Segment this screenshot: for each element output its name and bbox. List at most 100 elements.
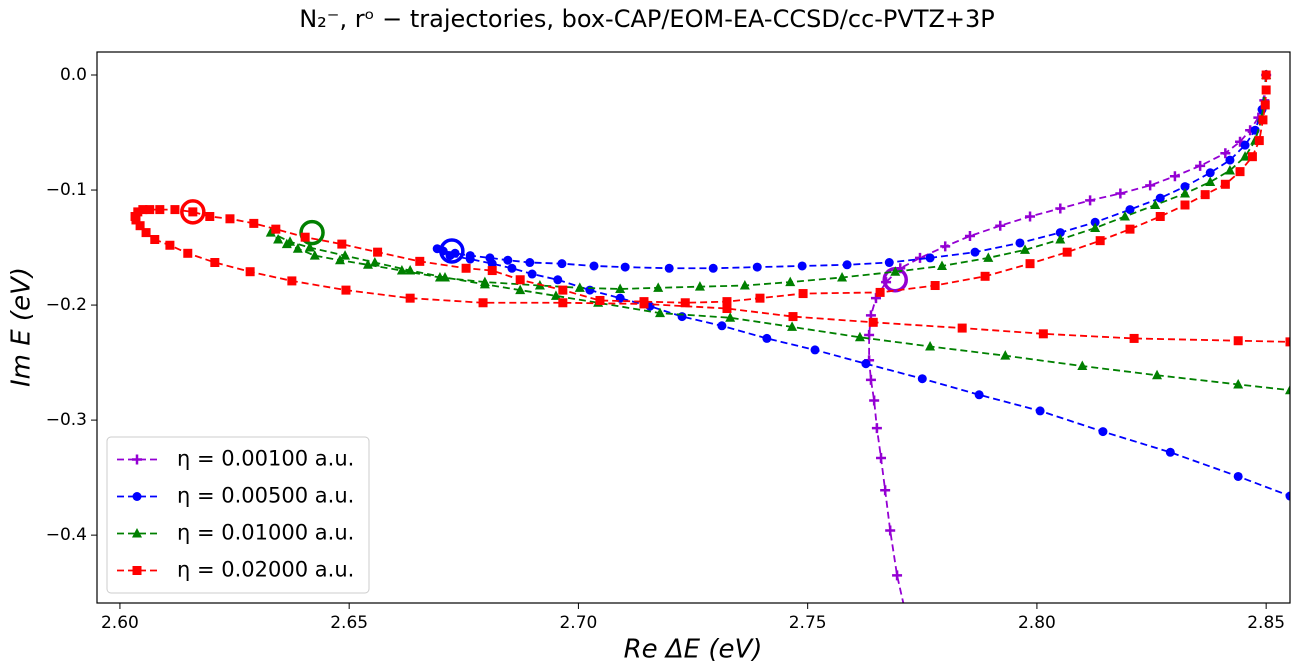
marker xyxy=(525,258,535,268)
marker xyxy=(1035,406,1045,416)
marker xyxy=(1129,333,1139,343)
marker xyxy=(553,275,563,285)
marker xyxy=(1015,238,1025,248)
marker xyxy=(1240,151,1251,161)
marker xyxy=(589,261,599,271)
legend-box xyxy=(106,436,370,594)
marker xyxy=(300,232,310,242)
marker xyxy=(1119,210,1130,221)
y-tick-label: −0.4 xyxy=(46,525,87,545)
marker xyxy=(892,570,903,581)
marker xyxy=(1220,148,1231,159)
marker xyxy=(527,269,537,279)
marker xyxy=(585,285,595,295)
marker xyxy=(664,263,674,273)
marker xyxy=(900,605,910,615)
marker xyxy=(995,220,1006,231)
marker xyxy=(1180,200,1190,210)
marker xyxy=(1220,179,1230,189)
marker xyxy=(925,253,935,263)
marker xyxy=(1090,222,1101,232)
marker xyxy=(810,345,820,355)
marker xyxy=(165,240,175,250)
axes-frame xyxy=(96,51,1291,604)
marker xyxy=(373,247,383,257)
marker xyxy=(762,333,772,343)
marker xyxy=(937,260,948,270)
marker xyxy=(487,259,497,269)
y-tick-label: −0.2 xyxy=(46,295,87,315)
marker xyxy=(558,298,568,308)
marker xyxy=(479,278,490,289)
marker xyxy=(1240,140,1250,150)
marker xyxy=(842,260,852,270)
marker xyxy=(558,285,568,295)
highlight-circle xyxy=(439,238,465,264)
marker xyxy=(225,214,235,224)
marker xyxy=(1125,224,1135,234)
marker xyxy=(785,276,796,287)
marker xyxy=(287,276,297,286)
x-tick-label: 2.80 xyxy=(1018,613,1056,633)
marker xyxy=(1169,171,1180,182)
highlight-circle xyxy=(299,219,325,246)
x-tick-label: 2.65 xyxy=(330,613,368,633)
marker xyxy=(503,255,513,265)
marker xyxy=(1258,115,1268,125)
marker xyxy=(1155,193,1165,203)
marker xyxy=(717,321,727,331)
marker xyxy=(1155,211,1165,221)
legend-label: η = 0.00500 a.u. xyxy=(177,484,354,508)
marker xyxy=(292,243,303,253)
marker xyxy=(680,298,690,308)
marker xyxy=(708,263,718,273)
x-axis-label: Re ΔE (eV) xyxy=(624,635,763,665)
marker xyxy=(890,266,901,276)
marker xyxy=(1254,136,1264,146)
marker xyxy=(369,257,380,267)
marker xyxy=(930,281,940,291)
marker xyxy=(1285,384,1290,395)
marker xyxy=(1125,205,1135,215)
marker xyxy=(465,254,475,264)
x-tick-label: 2.70 xyxy=(559,613,597,633)
marker xyxy=(1098,427,1108,437)
marker xyxy=(964,231,975,242)
marker xyxy=(405,265,416,275)
marker xyxy=(1180,187,1191,198)
marker xyxy=(1055,228,1065,238)
marker xyxy=(335,254,346,265)
y-tick-label: 0.0 xyxy=(60,65,87,85)
marker xyxy=(245,267,255,277)
marker xyxy=(138,205,148,215)
marker xyxy=(131,215,141,225)
marker xyxy=(507,263,517,273)
marker xyxy=(210,258,220,268)
legend-label: η = 0.02000 a.u. xyxy=(177,558,354,582)
marker xyxy=(865,374,876,385)
marker xyxy=(798,289,808,299)
marker xyxy=(1090,217,1100,227)
x-tick-label: 2.60 xyxy=(101,613,139,633)
marker xyxy=(677,312,687,322)
marker xyxy=(405,293,415,303)
marker xyxy=(725,312,736,322)
y-tick-label: −0.1 xyxy=(46,180,87,200)
series-line xyxy=(436,74,1290,497)
marker xyxy=(837,271,848,282)
marker xyxy=(550,290,561,300)
marker xyxy=(917,374,927,384)
marker xyxy=(1038,329,1048,339)
series-line xyxy=(270,74,1290,392)
marker xyxy=(1145,180,1156,191)
marker xyxy=(133,207,143,217)
marker xyxy=(1062,247,1072,257)
marker xyxy=(722,304,732,314)
marker xyxy=(884,258,894,268)
marker xyxy=(639,299,649,309)
marker xyxy=(1019,244,1030,254)
marker xyxy=(1247,152,1257,162)
marker xyxy=(1085,195,1096,206)
marker xyxy=(861,359,871,369)
